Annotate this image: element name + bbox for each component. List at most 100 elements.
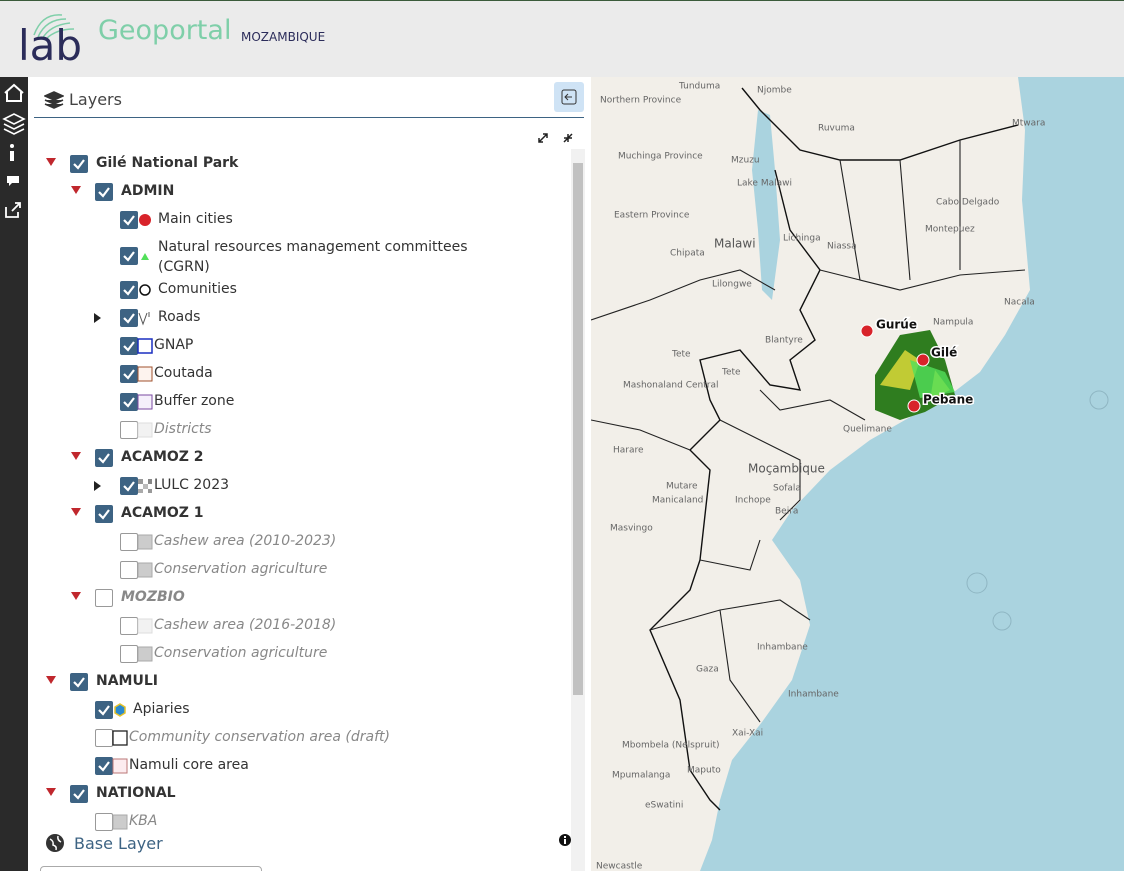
- layer-label: Districts: [154, 419, 474, 439]
- layer-label: Community conservation area (draft): [129, 727, 449, 747]
- place-label: Nampula: [933, 318, 973, 328]
- place-label: eSwatini: [645, 801, 683, 811]
- legend-icon: [137, 338, 153, 358]
- layer-label: NATIONAL: [96, 783, 416, 803]
- checkbox[interactable]: [95, 813, 113, 831]
- place-label: Beira: [775, 507, 798, 517]
- place-label: Mbombela (Nelspruit): [622, 741, 720, 751]
- place-label: Manicaland: [652, 496, 703, 506]
- place-label: Tete: [671, 350, 691, 360]
- layer-tree: Gilé National ParkADMINMain citiesNatura…: [28, 145, 573, 871]
- place-label: Inhambane: [788, 690, 839, 700]
- layers-icon[interactable]: [4, 114, 24, 134]
- place-label: Inhambane: [757, 643, 808, 653]
- comment-icon[interactable]: [7, 176, 19, 186]
- layer-label: KBA: [129, 811, 449, 831]
- toggle-arrow[interactable]: [71, 592, 81, 600]
- toggle-arrow[interactable]: [71, 186, 81, 194]
- checkbox[interactable]: [120, 533, 138, 551]
- info-icon[interactable]: [558, 833, 572, 847]
- checkbox[interactable]: [95, 505, 113, 523]
- place-label: Nacala: [1004, 298, 1035, 308]
- country: MOZAMBIQUE: [241, 30, 325, 44]
- legend-icon: [112, 730, 128, 750]
- checkbox[interactable]: [120, 337, 138, 355]
- checkbox[interactable]: [95, 729, 113, 747]
- checkbox[interactable]: [120, 365, 138, 383]
- logo: lab: [18, 25, 82, 67]
- checkbox[interactable]: [120, 477, 138, 495]
- layer-label: Gilé National Park: [96, 153, 416, 173]
- divider: [34, 117, 584, 118]
- checkbox[interactable]: [95, 449, 113, 467]
- sidebar-icons: [0, 77, 28, 237]
- legend-icon: [137, 646, 153, 666]
- map[interactable]: TundumaNjombeRuvumaMtwaraNorthern Provin…: [591, 77, 1124, 871]
- legend-icon: [137, 310, 153, 330]
- layer-label: Apiaries: [133, 699, 453, 719]
- checkbox[interactable]: [120, 211, 138, 229]
- place-label: Quelimane: [843, 425, 892, 435]
- checkbox[interactable]: [95, 757, 113, 775]
- checkbox[interactable]: [120, 393, 138, 411]
- place-label: Ruvuma: [818, 124, 855, 134]
- checkbox[interactable]: [120, 247, 138, 265]
- place-label: Lichinga: [783, 234, 821, 244]
- layer-label: Coutada: [154, 363, 474, 383]
- legend-icon: [137, 394, 153, 414]
- sidebar: [0, 77, 28, 871]
- expand-collapse[interactable]: [536, 129, 576, 145]
- layer-label: Namuli core area: [129, 755, 449, 775]
- layer-label: LULC 2023: [154, 475, 474, 495]
- place-label: Malawi: [714, 237, 756, 251]
- layer-label: Cashew area (2010-2023): [154, 531, 474, 551]
- checkbox[interactable]: [70, 785, 88, 803]
- expand-arrow[interactable]: [94, 481, 101, 491]
- city-label: Pebane: [923, 393, 973, 407]
- scrollbar[interactable]: [571, 149, 585, 871]
- header: lab Geoportal MOZAMBIQUE: [0, 0, 1124, 77]
- checkbox[interactable]: [120, 645, 138, 663]
- panel-title: Layers: [69, 90, 122, 109]
- toggle-arrow[interactable]: [71, 452, 81, 460]
- checkbox[interactable]: [95, 701, 113, 719]
- checkbox[interactable]: [95, 183, 113, 201]
- toggle-arrow[interactable]: [46, 788, 56, 796]
- collapse-button[interactable]: [554, 82, 584, 112]
- checkbox[interactable]: [70, 673, 88, 691]
- toggle-arrow[interactable]: [46, 158, 56, 166]
- checkbox[interactable]: [70, 155, 88, 173]
- checkbox[interactable]: [120, 421, 138, 439]
- checkbox[interactable]: [95, 589, 113, 607]
- layer-label: Conservation agriculture: [154, 559, 474, 579]
- base-layer-select[interactable]: [40, 866, 262, 871]
- layer-label: MOZBIO: [121, 587, 441, 607]
- layer-label: ACAMOZ 1: [121, 503, 441, 523]
- layer-label: ADMIN: [121, 181, 441, 201]
- home-icon[interactable]: [5, 85, 23, 101]
- place-label: Lake Malawi: [737, 179, 792, 189]
- toggle-arrow[interactable]: [46, 676, 56, 684]
- place-label: Niassa: [827, 242, 857, 252]
- place-label: Lilongwe: [712, 280, 752, 290]
- globe-icon: [45, 833, 65, 853]
- expand-arrow[interactable]: [94, 313, 101, 323]
- place-label: Maputo: [687, 766, 721, 776]
- toggle-arrow[interactable]: [71, 508, 81, 516]
- legend-icon: [112, 758, 128, 778]
- place-label: Eastern Province: [614, 211, 690, 221]
- checkbox[interactable]: [120, 309, 138, 327]
- share-icon[interactable]: [6, 203, 20, 217]
- layers-icon: [44, 90, 64, 110]
- place-label: Blantyre: [765, 336, 803, 346]
- checkbox[interactable]: [120, 281, 138, 299]
- checkbox[interactable]: [120, 561, 138, 579]
- place-label: Sofala: [773, 484, 801, 494]
- checkbox[interactable]: [120, 617, 138, 635]
- legend-icon: [137, 534, 153, 554]
- place-label: Masvingo: [610, 524, 653, 534]
- layer-label: NAMULI: [96, 671, 416, 691]
- info-icon[interactable]: [10, 151, 14, 161]
- base-layer-title[interactable]: Base Layer: [74, 834, 163, 853]
